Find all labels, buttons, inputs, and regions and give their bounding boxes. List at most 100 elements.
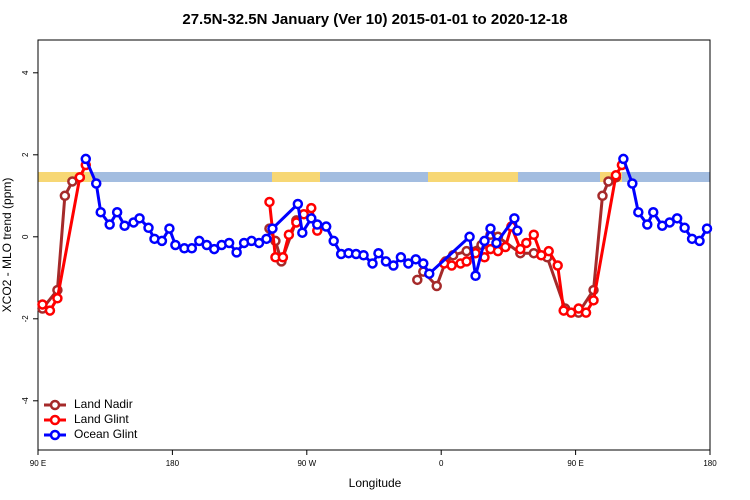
data-point xyxy=(104,219,115,230)
data-point xyxy=(297,227,308,238)
data-point xyxy=(479,235,490,247)
data-point xyxy=(223,237,235,249)
data-point xyxy=(491,237,502,249)
data-point xyxy=(543,245,554,257)
chart-title: 27.5N-32.5N January (Ver 10) 2015-01-01 … xyxy=(182,11,567,28)
data-point xyxy=(358,250,369,261)
legend-label: Land Glint xyxy=(74,412,129,426)
data-point xyxy=(403,258,414,269)
plot-frame xyxy=(37,39,711,451)
legend-label: Ocean Glint xyxy=(74,427,138,441)
data-point xyxy=(694,235,705,247)
data-point xyxy=(380,256,392,267)
data-point xyxy=(328,235,339,247)
legend-marker xyxy=(49,399,61,411)
data-point xyxy=(588,295,599,306)
data-point xyxy=(580,307,592,318)
data-point xyxy=(470,270,481,281)
data-point xyxy=(253,237,265,249)
data-point xyxy=(552,260,563,271)
data-point xyxy=(464,231,475,243)
data-point xyxy=(37,299,48,310)
data-point xyxy=(373,247,384,259)
y-tick-label: -4 xyxy=(21,397,30,405)
data-point xyxy=(201,239,212,251)
data-point xyxy=(367,258,378,269)
data-point xyxy=(95,206,106,218)
data-point xyxy=(627,178,638,189)
data-point xyxy=(618,153,629,165)
x-axis-label: Longitude xyxy=(349,476,402,490)
data-point xyxy=(52,293,63,304)
data-point xyxy=(610,170,622,181)
legend-marker xyxy=(49,429,61,441)
data-point xyxy=(664,217,675,228)
data-point xyxy=(603,176,614,187)
data-point xyxy=(512,225,523,236)
data-point xyxy=(170,239,181,251)
data-point xyxy=(111,206,123,218)
data-point xyxy=(164,223,175,234)
data-point xyxy=(461,256,472,267)
data-point xyxy=(431,280,442,292)
x-tick-label: 90 E xyxy=(567,459,583,468)
data-point xyxy=(410,254,422,265)
legend-label: Land Nadir xyxy=(74,397,133,411)
y-tick-label: -2 xyxy=(21,315,30,323)
data-point xyxy=(671,213,683,224)
data-point xyxy=(74,172,86,183)
data-point xyxy=(59,190,71,202)
data-point xyxy=(186,243,198,254)
data-point xyxy=(597,190,608,202)
data-point xyxy=(446,260,457,271)
data-point xyxy=(388,260,399,271)
y-axis-label: XCO2 - MLO trend (ppm) xyxy=(0,178,14,313)
legend-marker xyxy=(49,414,61,426)
data-point xyxy=(306,213,317,224)
data-point xyxy=(642,219,653,230)
data-point xyxy=(208,243,220,255)
data-point xyxy=(44,305,56,316)
data-point xyxy=(515,243,526,255)
x-tick-label: 90 W xyxy=(297,459,316,468)
data-point xyxy=(424,268,435,279)
data-point xyxy=(521,237,532,249)
data-point xyxy=(134,213,145,224)
data-point xyxy=(231,247,242,258)
data-point xyxy=(156,235,168,247)
data-point xyxy=(264,196,275,208)
y-tick-label: 2 xyxy=(21,152,30,157)
x-tick-label: 0 xyxy=(439,459,444,468)
data-point xyxy=(573,303,584,314)
data-point xyxy=(648,206,659,218)
data-point xyxy=(679,222,690,234)
data-point xyxy=(509,213,520,224)
data-point xyxy=(633,206,644,218)
data-point xyxy=(320,221,332,232)
x-tick-label: 90 E xyxy=(30,459,46,468)
y-tick-label: 4 xyxy=(21,70,30,75)
data-point xyxy=(485,223,496,234)
data-point xyxy=(90,178,102,189)
data-point xyxy=(80,153,92,165)
data-point xyxy=(292,198,304,210)
data-point xyxy=(312,219,323,230)
data-point xyxy=(119,220,130,231)
data-point xyxy=(395,252,407,263)
data-point xyxy=(306,202,317,214)
data-point xyxy=(461,245,472,257)
data-point xyxy=(267,223,278,234)
data-point xyxy=(418,258,429,269)
data-point xyxy=(412,274,423,286)
y-tick-label: 0 xyxy=(21,234,30,239)
data-point xyxy=(143,222,154,234)
x-tick-label: 180 xyxy=(703,459,717,468)
data-point xyxy=(701,223,713,234)
data-point xyxy=(277,252,289,263)
data-point xyxy=(500,241,511,253)
data-point xyxy=(67,176,78,187)
data-point xyxy=(536,250,547,261)
data-point xyxy=(528,229,540,240)
